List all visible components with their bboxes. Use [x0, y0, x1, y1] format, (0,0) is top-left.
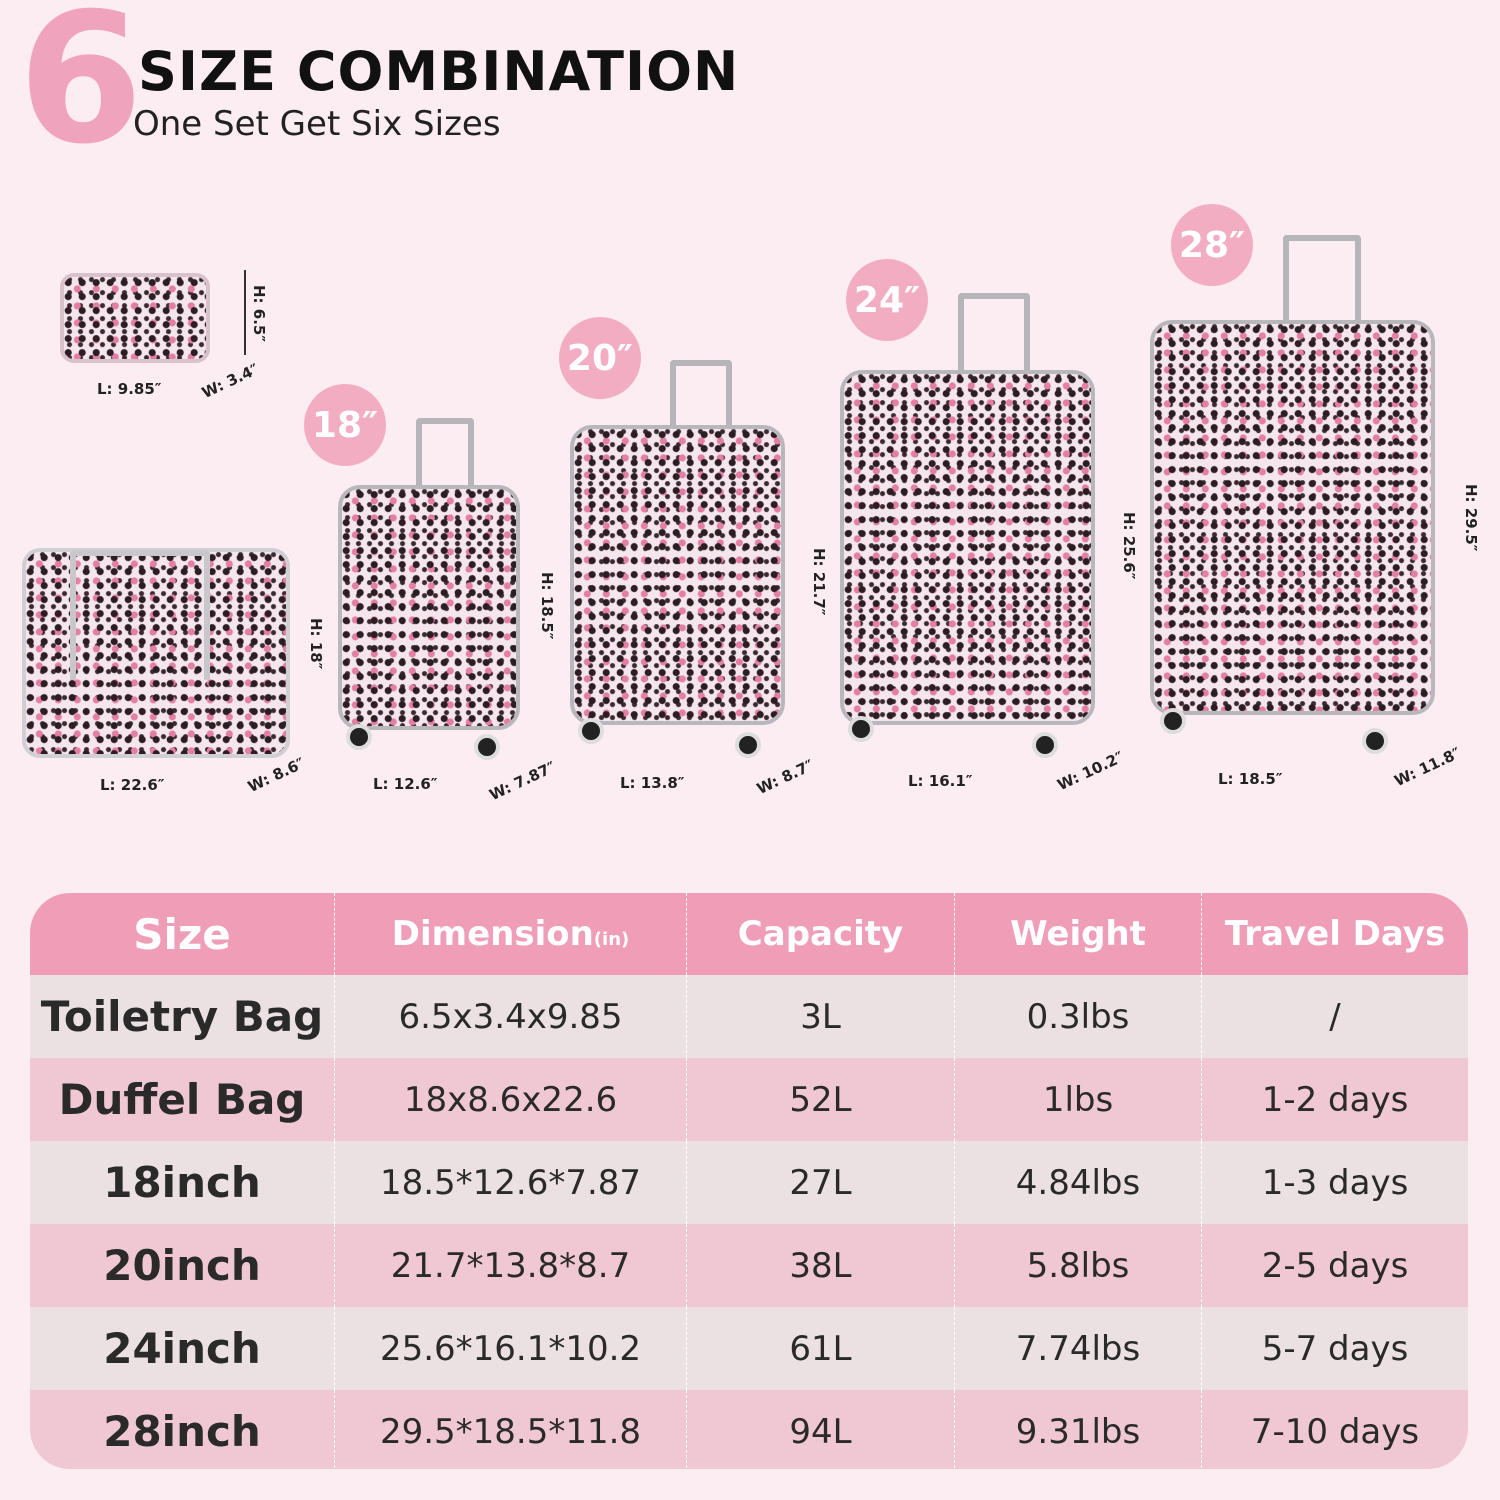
dimension-cell: 6.5x3.4x9.85	[335, 975, 687, 1058]
dimension-label: W: 10.2″	[1054, 747, 1127, 795]
size-badge-28: 28″	[1171, 204, 1253, 286]
size-cell: 24inch	[30, 1307, 335, 1390]
header-travel-days: Travel Days	[1224, 914, 1446, 954]
dimension-cell: 29.5*18.5*11.8	[335, 1390, 687, 1469]
dimension-cell: 21.7*13.8*8.7	[335, 1224, 687, 1307]
wheel	[346, 724, 372, 750]
capacity-cell: 61L	[687, 1307, 955, 1390]
table-row: 28inch 29.5*18.5*11.8 94L 9.31lbs 7-10 days	[30, 1390, 1468, 1469]
size-count-number: 6	[18, 0, 144, 184]
dimension-label: L: 9.85″	[97, 380, 162, 398]
size-badge-24: 24″	[846, 259, 928, 341]
size-cell: 18inch	[30, 1141, 335, 1224]
header-dimension: Dimension (in)	[335, 893, 687, 975]
capacity-cell: 52L	[687, 1058, 955, 1141]
height-line	[244, 270, 246, 355]
wheel	[848, 716, 874, 742]
size-comparison-table: Size Dimension (in) Capacity Weight Trave…	[30, 893, 1468, 1469]
dimension-label: L: 18.5″	[1218, 770, 1283, 788]
wheel	[1160, 708, 1186, 734]
header-dimension-label: Dimension	[391, 914, 594, 954]
dimension-label: W: 3.4″	[199, 360, 262, 402]
dimension-label: W: 7.87″	[486, 757, 559, 805]
wheel	[1032, 732, 1058, 758]
dimension-label: L: 13.8″	[620, 774, 685, 792]
dimension-label: H: 18″	[307, 618, 325, 670]
table-row: 18inch 18.5*12.6*7.87 27L 4.84lbs 1-3 days	[30, 1141, 1468, 1224]
dimension-label: L: 12.6″	[373, 775, 438, 793]
trolley-handle	[1283, 235, 1361, 325]
capacity-cell: 94L	[687, 1390, 955, 1469]
capacity-cell: 38L	[687, 1224, 955, 1307]
table-header-row: Size Dimension (in) Capacity Weight Trave…	[30, 893, 1468, 975]
dimension-label: W: 8.7″	[754, 756, 817, 798]
wheel	[1362, 728, 1388, 754]
weight-cell: 5.8lbs	[955, 1224, 1202, 1307]
dimension-label: W: 8.6″	[245, 754, 308, 796]
header-size: Size	[30, 893, 335, 975]
weight-cell: 0.3lbs	[955, 975, 1202, 1058]
travel-days-cell: 1-3 days	[1261, 1162, 1409, 1203]
dimension-label: H: 18.5″	[538, 572, 556, 640]
table-row: 20inch 21.7*13.8*8.7 38L 5.8lbs 2-5 days	[30, 1224, 1468, 1307]
header-weight: Weight	[955, 893, 1202, 975]
suitcase-20-image	[570, 425, 785, 725]
duffel-bag-image	[22, 548, 290, 758]
table-row: Toiletry Bag 6.5x3.4x9.85 3L 0.3lbs /	[30, 975, 1468, 1058]
size-cell: 20inch	[30, 1224, 335, 1307]
dimension-label: L: 16.1″	[908, 772, 973, 790]
travel-days-cell: 1-2 days	[1261, 1079, 1409, 1120]
travel-days-cell: /	[1329, 996, 1341, 1037]
travel-days-cell: 7-10 days	[1250, 1411, 1420, 1452]
wheel	[578, 718, 604, 744]
dimension-label: L: 22.6″	[100, 776, 165, 794]
weight-cell: 9.31lbs	[955, 1390, 1202, 1469]
travel-days-cell: 2-5 days	[1261, 1245, 1409, 1286]
table-row: Duffel Bag 18x8.6x22.6 52L 1lbs 1-2 days	[30, 1058, 1468, 1141]
dimension-label: H: 6.5″	[250, 285, 268, 343]
size-cell: Duffel Bag	[30, 1058, 335, 1141]
weight-cell: 1lbs	[955, 1058, 1202, 1141]
toiletry-bag-image	[60, 273, 210, 363]
dimension-label: H: 21.7″	[810, 548, 828, 616]
dimension-label: W: 11.8″	[1391, 743, 1464, 791]
suitcase-18-image	[338, 485, 520, 730]
trolley-handle	[958, 293, 1030, 373]
suitcase-24-image	[840, 370, 1095, 725]
capacity-cell: 27L	[687, 1141, 955, 1224]
size-cell: Toiletry Bag	[30, 975, 335, 1058]
weight-cell: 4.84lbs	[955, 1141, 1202, 1224]
dimension-cell: 25.6*16.1*10.2	[335, 1307, 687, 1390]
size-cell: 28inch	[30, 1390, 335, 1469]
dimension-cell: 18.5*12.6*7.87	[335, 1141, 687, 1224]
weight-cell: 7.74lbs	[955, 1307, 1202, 1390]
page-title: SIZE COMBINATION	[138, 40, 740, 103]
page-subtitle: One Set Get Six Sizes	[133, 104, 501, 144]
wheel	[735, 732, 761, 758]
capacity-cell: 3L	[687, 975, 955, 1058]
size-badge-20: 20″	[559, 317, 641, 399]
dimension-label: H: 25.6″	[1120, 512, 1138, 580]
trolley-handle	[416, 418, 474, 488]
trolley-handle	[670, 360, 732, 430]
size-badge-18: 18″	[304, 384, 386, 466]
travel-days-cell: 5-7 days	[1261, 1328, 1409, 1369]
dimension-cell: 18x8.6x22.6	[335, 1058, 687, 1141]
wheel	[474, 734, 500, 760]
duffel-strap	[70, 550, 210, 680]
dimension-unit: (in)	[593, 928, 630, 950]
header-capacity: Capacity	[687, 893, 955, 975]
table-row: 24inch 25.6*16.1*10.2 61L 7.74lbs 5-7 days	[30, 1307, 1468, 1390]
suitcase-28-image	[1150, 320, 1435, 715]
dimension-label: H: 29.5″	[1462, 484, 1480, 552]
